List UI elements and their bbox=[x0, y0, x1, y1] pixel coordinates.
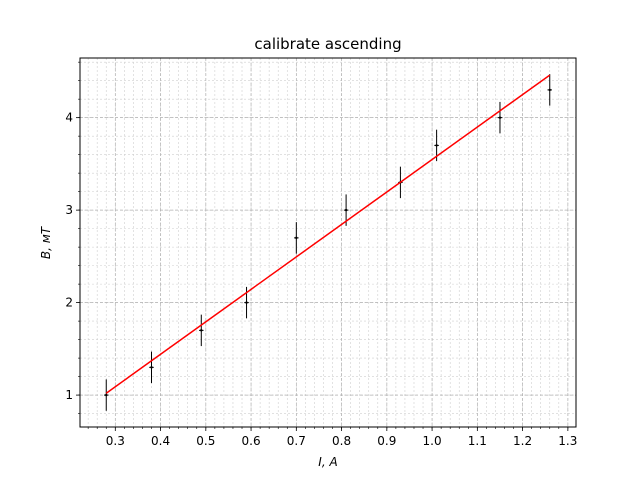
data-marker bbox=[435, 144, 438, 147]
x-tick-label: 1.2 bbox=[513, 434, 532, 448]
data-marker bbox=[150, 366, 153, 369]
data-marker bbox=[245, 301, 248, 304]
x-tick-label: 1.1 bbox=[468, 434, 487, 448]
data-marker bbox=[295, 236, 298, 240]
y-axis-label: B, мТ bbox=[39, 225, 53, 259]
x-tick-label: 0.7 bbox=[287, 434, 306, 448]
y-tick-label: 4 bbox=[65, 111, 73, 125]
x-tick-label: 0.5 bbox=[196, 434, 215, 448]
x-tick-label: 1.0 bbox=[423, 434, 442, 448]
x-tick-label: 0.8 bbox=[332, 434, 351, 448]
x-tick-label: 0.9 bbox=[377, 434, 396, 448]
x-tick-label: 0.4 bbox=[151, 434, 170, 448]
x-tick-label: 0.3 bbox=[106, 434, 125, 448]
data-point bbox=[149, 351, 154, 384]
x-tick-label: 1.3 bbox=[558, 434, 577, 448]
x-axis: 0.3 0.4 0.5 0.6 0.7 0.8 0.9 1.0 1.1 1.2 1.3 bbox=[87, 427, 577, 448]
data-point bbox=[294, 222, 299, 254]
data-marker bbox=[548, 88, 551, 92]
data-point bbox=[497, 101, 503, 134]
y-tick-label: 2 bbox=[65, 296, 73, 310]
data-point bbox=[103, 379, 109, 411]
data-marker bbox=[105, 393, 108, 397]
chart-title: calibrate ascending bbox=[254, 35, 401, 53]
data-marker bbox=[200, 329, 203, 332]
data-point bbox=[547, 74, 553, 106]
major-grid bbox=[80, 58, 576, 427]
x-tick-label: 0.6 bbox=[242, 434, 261, 448]
data-marker bbox=[344, 208, 348, 212]
data-point bbox=[199, 314, 204, 347]
y-tick-label: 1 bbox=[65, 388, 73, 402]
data-marker bbox=[498, 116, 502, 119]
plot-area-frame bbox=[79, 57, 577, 428]
fit-line bbox=[105, 74, 551, 394]
series-layer bbox=[103, 74, 553, 411]
y-axis: 1 2 3 4 bbox=[65, 61, 80, 414]
x-axis-label: I, A bbox=[318, 455, 337, 469]
y-tick-label: 3 bbox=[65, 203, 73, 217]
